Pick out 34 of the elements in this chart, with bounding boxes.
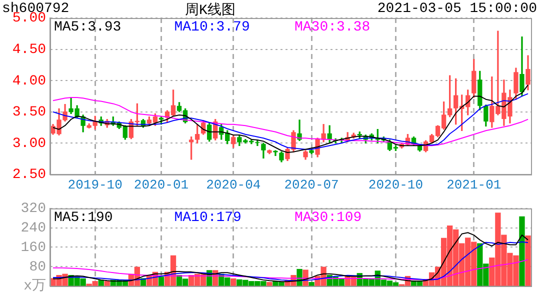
bar — [519, 216, 525, 286]
text: MA5:3.93 — [54, 20, 122, 36]
bar — [230, 278, 236, 286]
y-tick-label: 4.50 — [12, 42, 46, 58]
y-tick-label: x万 — [24, 278, 46, 295]
bar — [104, 281, 110, 286]
text: MA30:3.38 — [294, 20, 370, 36]
y-tick-label: 240 — [20, 220, 46, 237]
chart-title: 周K线图 — [185, 2, 236, 19]
text: MA10:3.79 — [174, 20, 250, 36]
x-tick-label: 2020-10 — [368, 178, 424, 193]
y-tick-label: 5.00 — [12, 10, 46, 27]
y-tick-label: 160 — [20, 240, 46, 256]
y-tick-label: 320 — [20, 201, 46, 218]
y-tick-label: 3.00 — [12, 136, 46, 152]
bar — [98, 280, 104, 286]
y-tick-label: 4.00 — [12, 73, 46, 90]
text: MA30:109 — [294, 210, 362, 226]
bar — [158, 276, 164, 286]
y-tick-label: 3.50 — [12, 104, 46, 121]
candlestick — [255, 140, 260, 146]
bar — [266, 282, 272, 286]
text: MA10:179 — [174, 210, 242, 226]
x-tick-label: 2019-10 — [68, 178, 122, 193]
y-tick-label: 80 — [29, 259, 46, 276]
bar — [308, 282, 314, 286]
text: 2021-03-05 15:00:00 — [377, 1, 537, 17]
x-tick-label: 2021-01 — [446, 178, 502, 193]
x-tick-label: 2020-07 — [284, 178, 339, 193]
x-tick-label: 2020-04 — [206, 178, 261, 193]
bar — [525, 235, 531, 286]
y-tick-label: 2.50 — [12, 167, 46, 184]
x-tick-label: 2020-01 — [134, 178, 189, 193]
text: MA5:190 — [54, 210, 113, 226]
